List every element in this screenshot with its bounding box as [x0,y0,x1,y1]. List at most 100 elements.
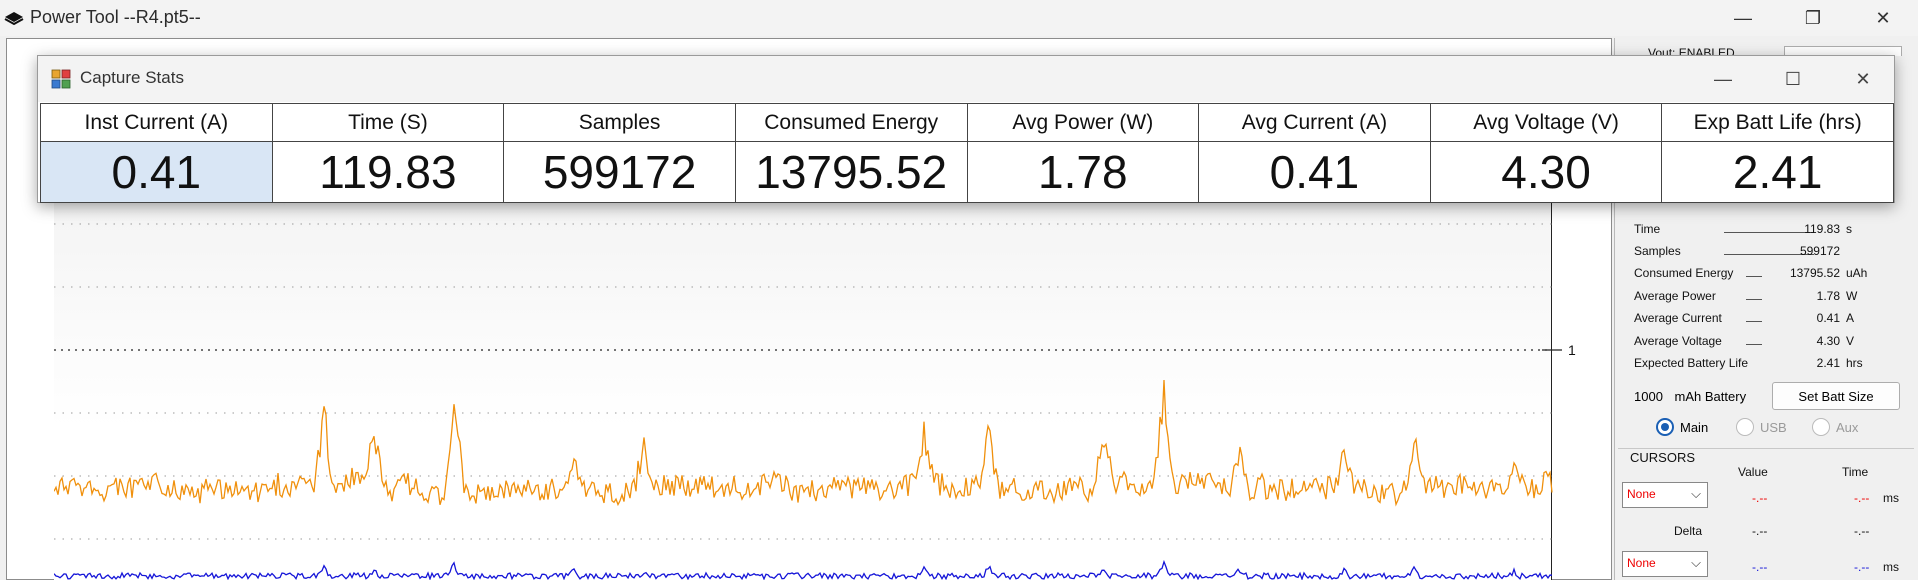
stat-value: 1.78 [1816,289,1840,303]
cursors-title: CURSORS [1630,450,1696,465]
stat-label: Expected Battery Life [1634,356,1749,370]
radio-usb[interactable]: USB [1736,418,1787,436]
delta-value: -.-- [1752,524,1768,538]
y-tick-label: 1 [1568,342,1576,358]
window-title: Power Tool --R4.pt5-- [30,7,201,27]
samples-header: Samples [503,103,736,142]
stat-leader-line [1746,276,1762,277]
stat-leader-line [1724,254,1814,255]
stat-unit: hrs [1846,356,1863,370]
time-header: Time (S) [271,103,505,142]
avg-current-header: Avg Current (A) [1198,103,1431,142]
chevron-down-icon: ⌵ [1691,555,1701,570]
stats-table: Inst Current (A) Time (S) Samples Consumed … [40,103,1894,203]
close-button[interactable]: ✕ [1875,7,1891,28]
stat-value: 4.30 [1816,334,1840,348]
stat-row: Average Voltage 4.30 V [1634,334,1854,352]
stat-unit: s [1846,222,1852,236]
cursor2-select-value: None [1627,556,1656,570]
cursor2-value: -.-- [1752,560,1768,574]
dialog-minimize-button[interactable]: — [1714,68,1732,89]
radio-usb-dot[interactable] [1736,418,1754,436]
stat-leader-line [1724,232,1814,233]
stat-leader-line [1746,299,1762,300]
cursor2-unit: ms [1883,560,1899,574]
stat-unit: W [1846,289,1858,303]
stat-value: 0.41 [1816,311,1840,325]
app-logo-icon [4,12,24,26]
cursor1-time: -.-- [1854,491,1870,505]
radio-aux[interactable]: Aux [1812,418,1858,436]
waveform-plot[interactable]: 1 [54,200,1614,580]
vout-button-partial[interactable] [1784,46,1902,56]
stat-row: Expected Battery Life 2.41 hrs [1634,356,1863,374]
vout-status: Vout: ENABLED [1648,46,1735,56]
restore-button[interactable]: ❐ [1804,7,1822,28]
cursor2-select[interactable]: None ⌵ [1622,551,1708,577]
inst-current-value[interactable]: 0.41 [40,141,273,203]
stat-row: Average Power 1.78 W [1634,289,1857,307]
avg-current-value[interactable]: 0.41 [1198,141,1431,203]
stat-unit: V [1846,334,1855,348]
exp-batt-life-value[interactable]: 2.41 [1661,141,1894,203]
samples-value[interactable]: 599172 [503,141,736,203]
radio-main-dot[interactable] [1656,418,1674,436]
stat-row: Samples 599172 [1634,244,1840,262]
dialog-title: Capture Stats [80,68,184,87]
stat-leader-line [1746,344,1762,345]
stat-label: Samples [1634,244,1681,258]
capture-stats-dialog: Capture Stats — ☐ ✕ Inst Current (A) Time… [37,55,1895,203]
radio-usb-label: USB [1760,419,1787,435]
plot-area[interactable] [54,200,1552,580]
avg-power-value[interactable]: 1.78 [966,141,1200,203]
stat-leader-line [1746,321,1762,322]
delta-time: -.-- [1854,524,1870,538]
cursors-panel [1618,448,1914,580]
radio-aux-label: Aux [1836,419,1859,435]
stats-window-icon [51,69,71,89]
exp-batt-life-header: Exp Batt Life (hrs) [1661,103,1894,142]
cursor1-value: -.-- [1752,491,1768,505]
chevron-down-icon: ⌵ [1691,486,1701,501]
main-titlebar: Power Tool --R4.pt5-- — ❐ ✕ [0,0,1918,36]
stat-value: 2.41 [1816,356,1840,370]
minimize-button[interactable]: — [1734,7,1752,28]
stat-row: Time 119.83 s [1634,222,1852,240]
cursor1-unit: ms [1883,491,1899,505]
stat-row: Consumed Energy 13795.52 uAh [1634,266,1867,284]
stat-label: Average Current [1634,311,1722,325]
dialog-titlebar: Capture Stats — ☐ ✕ [38,56,1894,102]
stats-value-row: 0.41 119.83 599172 13795.52 1.78 0.41 4.30 2.41 [40,141,1894,203]
avg-voltage-value[interactable]: 4.30 [1429,141,1663,203]
avg-power-header: Avg Power (W) [966,103,1200,142]
cursor1-select[interactable]: None ⌵ [1622,482,1708,508]
stat-unit: A [1846,311,1855,325]
consumed-energy-value[interactable]: 13795.52 [734,141,968,203]
stat-label: Time [1634,222,1661,236]
stat-value: 119.83 [1804,222,1840,236]
current-trace [54,379,1553,507]
stat-label: Average Voltage [1634,334,1722,348]
stat-label: Consumed Energy [1634,266,1734,280]
plot-gridlines [54,223,1552,540]
stat-row: Average Current 0.41 A [1634,311,1854,329]
battery-capacity[interactable]: 1000 [1634,389,1663,404]
stat-value: 13795.52 [1789,266,1840,280]
consumed-energy-header: Consumed Energy [734,103,968,142]
stat-label: Average Power [1634,289,1716,303]
cursors-time-header: Time [1842,465,1869,479]
avg-voltage-header: Avg Voltage (V) [1429,103,1663,142]
battery-size-label: 1000 mAh Battery [1634,389,1746,404]
inst-current-header: Inst Current (A) [40,103,273,142]
set-batt-size-button[interactable]: Set Batt Size [1772,382,1900,410]
radio-main[interactable]: Main [1656,418,1708,436]
radio-main-label: Main [1680,419,1709,435]
cursor1-select-value: None [1627,487,1656,501]
stat-value: 599172 [1799,244,1840,258]
radio-aux-dot[interactable] [1812,418,1830,436]
stat-unit: uAh [1846,266,1868,280]
dialog-maximize-button[interactable]: ☐ [1784,68,1802,89]
cursor2-time: -.-- [1854,560,1870,574]
dialog-close-button[interactable]: ✕ [1855,68,1871,89]
time-value[interactable]: 119.83 [271,141,505,203]
